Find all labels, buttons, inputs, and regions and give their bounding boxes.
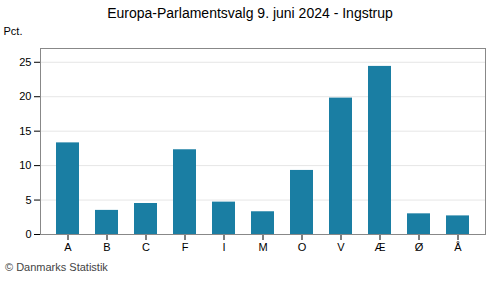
svg-text:20: 20 [19,90,31,102]
svg-text:O: O [298,241,307,253]
svg-text:V: V [337,241,345,253]
svg-text:M: M [258,241,267,253]
svg-text:Pct.: Pct. [4,25,23,37]
svg-text:Å: Å [454,241,462,253]
svg-text:5: 5 [25,194,31,206]
svg-text:A: A [64,241,72,253]
svg-text:Æ: Æ [375,241,386,253]
html-text:Europa-Parlamentsvalg 9. juni: Europa-Parlamentsvalg 9. juni 2024 - Ing… [107,5,393,21]
svg-text:25: 25 [19,56,31,68]
html-text:© Danmarks Statistik: © Danmarks Statistik [5,261,108,273]
svg-text:F: F [182,241,189,253]
svg-text:Ø: Ø [415,241,424,253]
svg-text:B: B [103,241,110,253]
svg-text:I: I [222,241,225,253]
svg-text:0: 0 [25,228,31,240]
svg-text:C: C [142,241,150,253]
svg-text:15: 15 [19,125,31,137]
svg-text:10: 10 [19,159,31,171]
